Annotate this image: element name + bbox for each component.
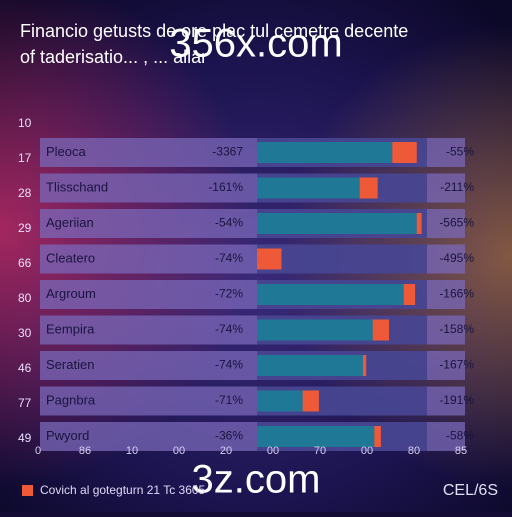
right-value: -565% — [439, 216, 474, 230]
category-label: Pagnbra — [46, 392, 96, 407]
left-value: -71% — [215, 393, 243, 407]
bar-segment — [392, 142, 417, 163]
subtitle: of taderisatio... , ... allar — [20, 47, 207, 67]
bar-segment — [257, 177, 360, 199]
left-value: -74% — [215, 251, 243, 265]
category-label: Seratien — [46, 357, 94, 372]
category-label: Pwyord — [46, 428, 89, 443]
category-label: Pleoca — [46, 144, 87, 159]
bar-segment — [416, 213, 422, 234]
bar-segment — [359, 177, 378, 199]
bar-segment — [257, 213, 417, 234]
left-value: -74% — [215, 322, 243, 336]
row-number: 17 — [18, 151, 32, 165]
left-value: -74% — [215, 358, 243, 372]
bar-segment — [257, 319, 373, 341]
right-value: -55% — [446, 145, 474, 159]
bar-segment — [372, 319, 390, 341]
row-number: 77 — [18, 396, 32, 410]
category-label: Eempira — [46, 321, 95, 336]
row-number: 49 — [18, 431, 32, 445]
category-label: Cleatero — [46, 250, 95, 265]
bar-segment — [302, 390, 319, 412]
x-label: 00 — [173, 445, 185, 457]
left-value: -72% — [215, 287, 243, 301]
x-label: 00 — [267, 445, 279, 457]
left-value: -54% — [215, 216, 243, 230]
bar-segment — [403, 284, 416, 305]
right-value: -495% — [439, 251, 474, 265]
x-label: 70 — [314, 445, 326, 457]
x-label: 0 — [35, 445, 41, 457]
category-label: Argroum — [46, 286, 96, 301]
bar-segment — [374, 426, 381, 447]
right-value: -167% — [439, 358, 474, 372]
x-label: 86 — [79, 445, 91, 457]
row-number: 30 — [18, 326, 32, 340]
x-label: 20 — [220, 445, 232, 457]
row-number: 29 — [18, 221, 32, 235]
category-label: Ageriian — [46, 215, 94, 230]
bar-segment — [257, 284, 404, 305]
row-number: 80 — [18, 291, 32, 305]
right-value: -211% — [440, 180, 474, 194]
watermark: 356x.com — [169, 22, 342, 66]
bar-segment — [257, 248, 282, 270]
left-value: -36% — [215, 429, 243, 443]
right-value: -191% — [439, 393, 474, 407]
bar-segment — [257, 355, 363, 376]
bar-segment — [362, 355, 367, 376]
bar-segment — [257, 142, 393, 163]
bar-segment — [257, 390, 303, 412]
x-label: 00 — [361, 445, 373, 457]
watermark: 3z.com — [192, 458, 321, 502]
row-number: 66 — [18, 256, 32, 270]
row-number: 28 — [18, 186, 32, 200]
bar-segment — [257, 426, 375, 447]
right-value: -158% — [439, 322, 474, 336]
footer: CEL/6S — [443, 482, 498, 499]
row-number: 10 — [18, 116, 32, 130]
right-value: -166% — [439, 287, 474, 301]
right-value: -58% — [446, 429, 474, 443]
x-label: 85 — [455, 445, 467, 457]
category-label: Tlisschand — [46, 179, 108, 194]
bar-track — [257, 244, 427, 274]
legend-label: Covich al gotegturn 21 Tc 3605 — [40, 483, 206, 497]
x-label: 80 — [408, 445, 420, 457]
x-label: 10 — [126, 445, 138, 457]
left-value: -3367 — [212, 145, 243, 159]
legend-swatch — [22, 485, 33, 496]
title: Financio getusts de ore plac tul cemetre… — [20, 21, 408, 41]
left-value: -161% — [208, 180, 243, 194]
row-number: 46 — [18, 361, 32, 375]
